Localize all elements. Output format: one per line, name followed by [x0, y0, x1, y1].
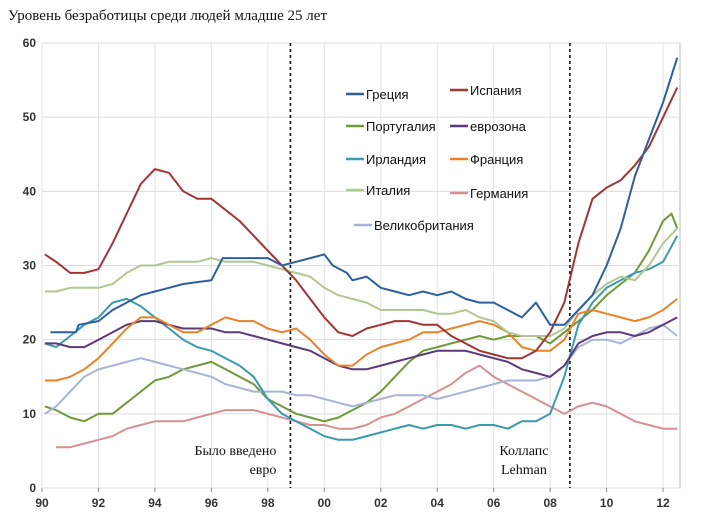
x-tick-label: 08	[543, 496, 557, 510]
y-tick-label: 10	[23, 407, 37, 421]
series-line	[44, 227, 678, 337]
series-line	[56, 364, 678, 449]
legend-label: Греция	[366, 87, 409, 102]
x-tick-label: 00	[318, 496, 332, 510]
legend-label: Великобритания	[374, 218, 474, 233]
x-tick-label: 98	[261, 496, 275, 510]
legend-label: Франция	[470, 152, 523, 167]
x-tick-label: 94	[148, 496, 162, 510]
x-tick-label: 90	[35, 496, 49, 510]
event-lines: Было введено евро Коллапс Lehman	[194, 43, 571, 488]
event-label: Lehman	[501, 463, 547, 478]
x-tick-label: 96	[205, 496, 219, 510]
series-line	[44, 87, 679, 360]
legend-label: еврозона	[470, 119, 527, 134]
y-tick-label: 0	[29, 481, 36, 495]
y-tick-label: 20	[23, 333, 37, 347]
x-tick-label: 02	[374, 496, 388, 510]
x-tick-label: 10	[600, 496, 614, 510]
y-tick-label: 40	[23, 184, 37, 198]
y-tick-label: 30	[23, 259, 37, 273]
series-line	[50, 57, 679, 334]
legend-label: Италия	[366, 183, 410, 198]
series-line	[44, 298, 678, 382]
y-tick-label: 50	[23, 110, 37, 124]
grid	[41, 42, 681, 489]
x-tick-label: 04	[431, 496, 445, 510]
axes: 0 10 20 30 40 50 60 90 92 94 96 98 00 02 04 06 08 10 12	[23, 36, 670, 510]
x-tick-label: 12	[656, 496, 670, 510]
series-line	[44, 316, 678, 378]
series-line	[44, 235, 679, 441]
event-label: евро	[250, 463, 277, 478]
series-lines	[44, 57, 679, 449]
legend-label: Германия	[470, 186, 528, 201]
chart-title: Уровень безработицы среди людей младше 2…	[8, 8, 327, 24]
event-label: Коллапс	[499, 444, 548, 459]
event-label: Было введено	[194, 444, 276, 459]
legend-label: Испания	[470, 83, 522, 98]
y-tick-label: 60	[23, 36, 37, 50]
legend-label: Португалия	[366, 119, 436, 134]
x-tick-label: 06	[487, 496, 501, 510]
legend-label: Ирландия	[366, 152, 426, 167]
x-tick-label: 92	[92, 496, 106, 510]
legend: Греция Испания Португалия еврозона Ирландия Ф…	[346, 83, 528, 233]
